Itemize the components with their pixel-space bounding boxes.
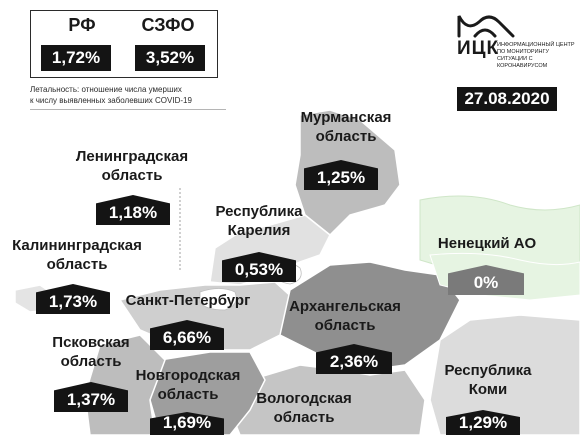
region-kaliningrad-name: Калининградская область xyxy=(8,236,146,274)
lethality-note: Летальность: отношение числа умерших к ч… xyxy=(30,84,226,110)
report-date: 27.08.2020 xyxy=(457,87,557,111)
rf-label: РФ xyxy=(68,15,96,35)
region-kaliningrad-name-line2: область xyxy=(46,256,108,273)
region-nenets-name: Ненецкий АО xyxy=(430,234,544,253)
region-komi-name-line1: Республика xyxy=(444,362,532,379)
region-vologda-name: Вологодская область xyxy=(248,389,360,427)
region-karelia-name-line2: Карелия xyxy=(227,222,291,239)
region-kaliningrad-name-line1: Калининградская xyxy=(12,237,142,254)
region-leningrad-name-line2: область xyxy=(101,167,163,184)
rf-value: 1,72% xyxy=(41,45,111,71)
region-leningrad-name: Ленинградская область xyxy=(70,147,194,185)
region-komi xyxy=(429,314,580,435)
region-novgorod-value: 1,69% xyxy=(150,412,224,435)
region-karelia-value: 0,53% xyxy=(222,252,296,282)
region-pskov-name-line2: область xyxy=(60,353,122,370)
region-murmansk-name-line1: Мурманская xyxy=(300,109,392,126)
region-novgorod-name: Новгородская область xyxy=(128,366,248,404)
region-pskov-name-line1: Псковская xyxy=(52,334,130,351)
itsk-logo-icon xyxy=(457,15,515,38)
lake-ladoga xyxy=(199,288,237,311)
region-murmansk-name-line2: область xyxy=(315,128,377,145)
lethality-note-line1: Летальность: отношение числа умерших xyxy=(30,85,182,94)
region-arkhangelsk-name: Архангельская область xyxy=(282,297,408,335)
region-nenets-name-line1: Ненецкий АО xyxy=(437,235,537,252)
logo-name: ИЦК xyxy=(457,38,500,59)
region-arkhangelsk-name-line2: область xyxy=(314,317,376,334)
lethality-note-line2: к числу выявленных заболевших COVID-19 xyxy=(30,96,192,105)
region-spb-name: Санкт-Петербург xyxy=(122,291,254,310)
region-komi-name-line2: Коми xyxy=(468,381,508,398)
region-komi-name: Республика Коми xyxy=(436,361,540,399)
region-leningrad-name-line1: Ленинградская xyxy=(75,148,189,165)
region-komi-value: 1,29% xyxy=(446,410,520,435)
region-vologda-name-line2: область xyxy=(273,409,335,426)
region-vologda-name-line1: Вологодская xyxy=(256,390,352,407)
region-arkhangelsk-name-line1: Архангельская xyxy=(289,298,401,315)
region-novgorod-name-line2: область xyxy=(157,386,219,403)
nwfd-value: 3,52% xyxy=(135,45,205,71)
region-pskov-name: Псковская область xyxy=(42,333,140,371)
logo-description: Информационный центр по мониторингу ситу… xyxy=(497,42,575,69)
region-pskov-value: 1,37% xyxy=(54,382,128,412)
region-spb-name-line1: Санкт-Петербург xyxy=(125,292,251,309)
summary-panel: РФ 1,72% СЗФО 3,52% xyxy=(30,10,218,78)
region-karelia-name: Республика Карелия xyxy=(206,202,312,240)
region-murmansk-name: Мурманская область xyxy=(290,108,402,146)
nwfd-label: СЗФО xyxy=(141,15,195,35)
region-karelia-name-line1: Республика xyxy=(215,203,303,220)
region-novgorod-name-line1: Новгородская xyxy=(135,367,241,384)
